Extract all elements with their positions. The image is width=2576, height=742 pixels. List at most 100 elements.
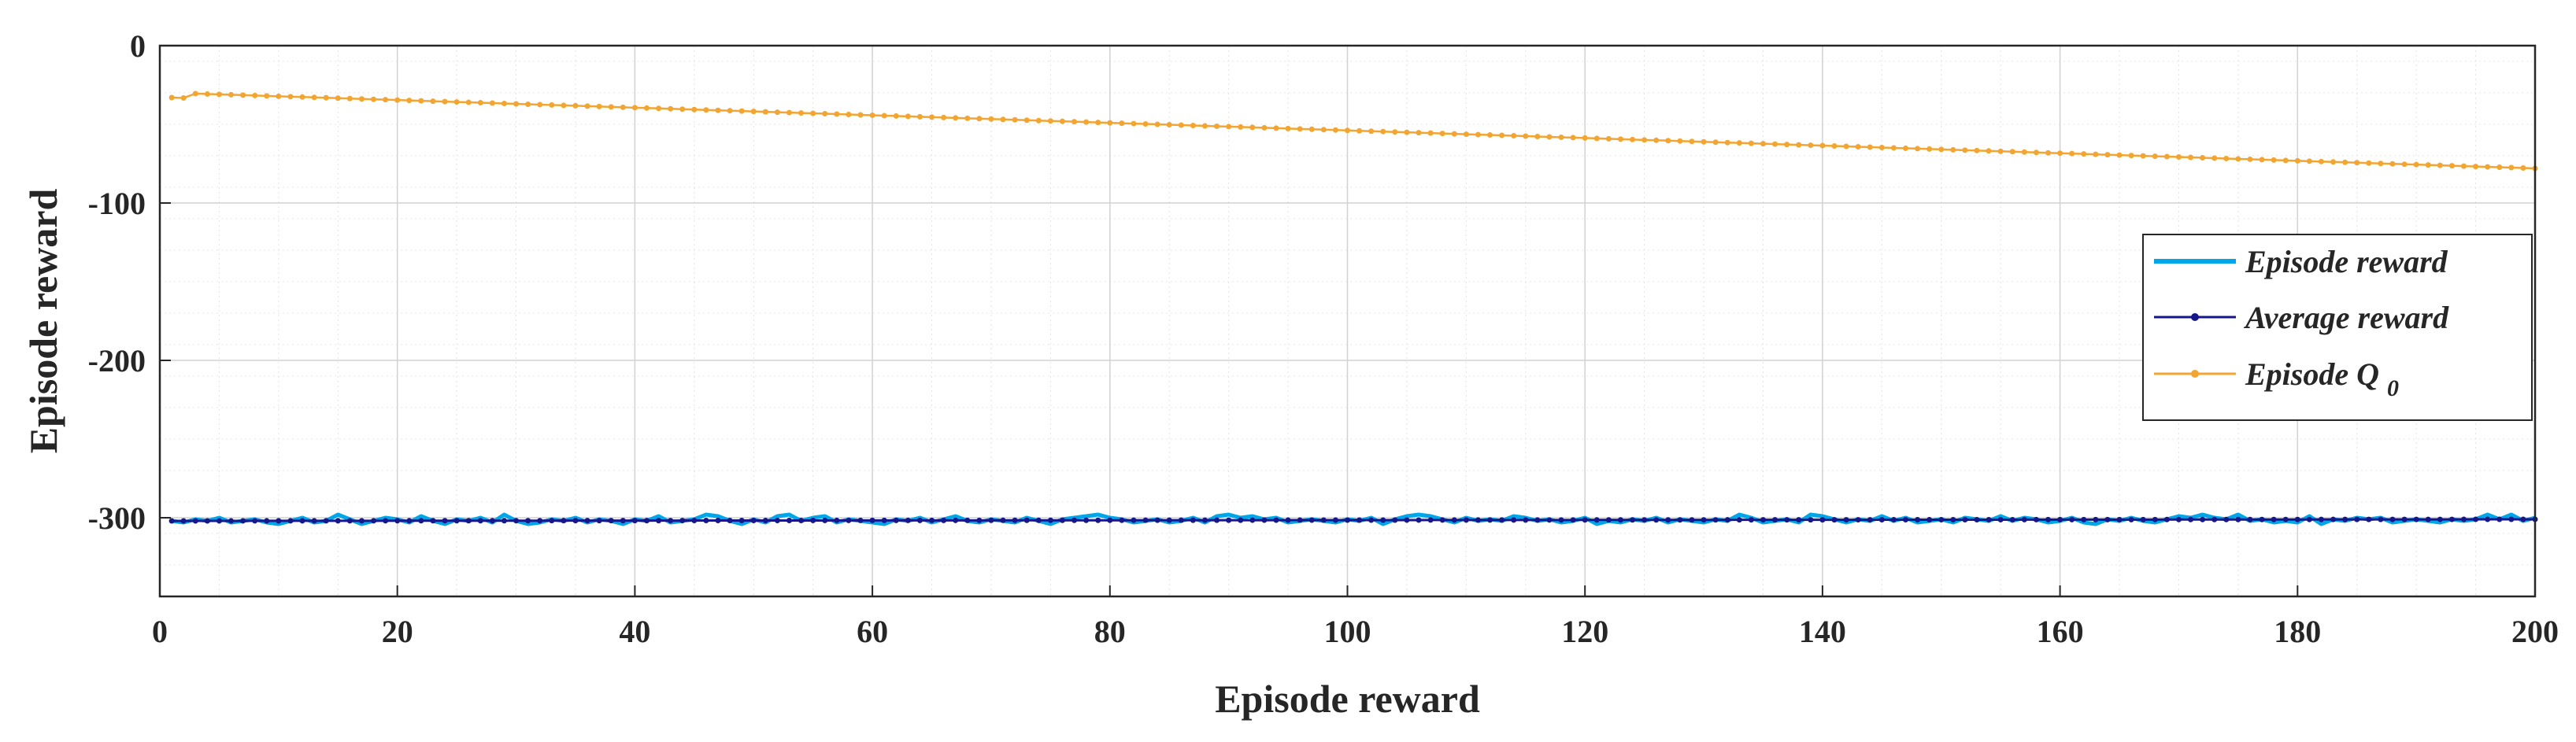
series-episode-q0-point xyxy=(1855,144,1861,150)
series-average-reward-point xyxy=(228,518,235,524)
series-episode-q0-point xyxy=(1131,120,1137,127)
series-episode-q0-point xyxy=(406,98,413,104)
series-episode-q0-point xyxy=(1605,135,1612,142)
series-average-reward-point xyxy=(964,517,971,523)
series-episode-q0-point xyxy=(311,94,317,101)
series-average-reward-point xyxy=(525,518,531,524)
series-episode-q0-point xyxy=(287,94,294,100)
series-average-reward-point xyxy=(916,517,923,523)
series-episode-q0-point xyxy=(1760,141,1766,147)
series-episode-q0-point xyxy=(596,103,602,109)
series-episode-q0-point xyxy=(2354,160,2360,166)
series-average-reward-point xyxy=(1320,517,1327,523)
series-average-reward-point xyxy=(810,517,816,523)
series-episode-q0-point xyxy=(2116,152,2123,158)
series-average-reward-point xyxy=(1368,517,1375,523)
x-tick-label: 140 xyxy=(1799,614,1846,649)
series-episode-q0-point xyxy=(834,111,840,117)
series-average-reward-point xyxy=(1974,516,1980,522)
series-average-reward-point xyxy=(631,518,638,524)
series-episode-q0-point xyxy=(2140,153,2146,159)
series-episode-q0-point xyxy=(750,109,757,115)
series-average-reward-point xyxy=(383,518,389,524)
series-average-reward-point xyxy=(1546,517,1553,523)
series-average-reward-point xyxy=(1593,517,1600,523)
series-average-reward-point xyxy=(1463,517,1469,523)
series-episode-q0-point xyxy=(1630,136,1636,142)
series-episode-q0-point xyxy=(1653,137,1660,143)
series-episode-q0-point xyxy=(1285,125,1291,131)
y-tick-label: -200 xyxy=(88,343,146,378)
series-average-reward-point xyxy=(513,518,520,524)
series-episode-q0-point xyxy=(1689,138,1695,145)
legend-label-episode-q0-subscript: 0 xyxy=(2387,375,2399,401)
series-episode-q0-point xyxy=(1748,140,1754,146)
x-tick-label: 160 xyxy=(2037,614,2084,649)
series-average-reward-point xyxy=(608,518,614,524)
series-average-reward-point xyxy=(643,518,650,524)
series-episode-q0-point xyxy=(1214,123,1220,129)
series-episode-q0-point xyxy=(1582,135,1588,141)
series-episode-q0-point xyxy=(228,91,235,98)
series-average-reward-point xyxy=(1059,517,1065,523)
series-episode-q0-point xyxy=(2235,156,2241,162)
x-tick-label: 120 xyxy=(1561,614,1608,649)
series-average-reward-point xyxy=(857,517,864,523)
series-average-reward-point xyxy=(1416,517,1422,523)
series-episode-q0-point xyxy=(1890,145,1897,151)
series-average-reward-point xyxy=(1653,517,1660,523)
series-average-reward-point xyxy=(1308,517,1315,523)
series-average-reward-point xyxy=(1748,517,1754,523)
series-average-reward-point xyxy=(668,518,674,524)
series-episode-q0-point xyxy=(1392,129,1398,135)
series-episode-q0-point xyxy=(1345,127,1350,134)
series-average-reward-point xyxy=(762,517,768,523)
series-average-reward-point xyxy=(869,517,875,523)
series-average-reward-point xyxy=(276,518,282,524)
series-episode-q0-point xyxy=(1142,121,1149,127)
series-average-reward-point xyxy=(1226,517,1232,523)
series-average-reward-point xyxy=(2045,516,2052,522)
series-episode-q0-point xyxy=(1974,147,1980,153)
series-episode-q0-point xyxy=(786,109,793,116)
series-average-reward-point xyxy=(1605,517,1612,523)
series-episode-q0-point xyxy=(394,97,401,103)
series-episode-q0-point xyxy=(643,105,650,111)
series-average-reward-point xyxy=(679,518,686,524)
series-episode-q0-point xyxy=(2282,157,2289,164)
series-episode-q0-point xyxy=(1047,118,1053,124)
series-episode-q0-point xyxy=(1878,144,1885,150)
series-average-reward-point xyxy=(252,518,258,524)
series-episode-q0-point xyxy=(1261,124,1268,131)
series-episode-q0-point xyxy=(2437,162,2443,168)
series-episode-q0-point xyxy=(2330,159,2337,165)
series-average-reward-point xyxy=(2401,516,2408,522)
series-episode-q0-point xyxy=(1641,137,1648,143)
series-episode-q0-point xyxy=(1772,141,1778,147)
series-average-reward-point xyxy=(2485,516,2491,522)
series-average-reward-point xyxy=(2081,516,2087,522)
series-average-reward-point xyxy=(2163,516,2170,522)
series-average-reward-point xyxy=(323,518,329,524)
series-average-reward-point xyxy=(822,517,828,523)
series-episode-q0-point xyxy=(1012,116,1018,123)
x-tick-label: 180 xyxy=(2274,614,2321,649)
series-average-reward-point xyxy=(846,517,852,523)
series-average-reward-point xyxy=(1523,517,1529,523)
series-episode-q0-point xyxy=(180,94,187,101)
series-episode-q0-point xyxy=(1701,138,1707,145)
y-tick-label: -100 xyxy=(88,186,146,221)
series-episode-q0-point xyxy=(2211,155,2218,161)
series-average-reward-point xyxy=(1950,516,1956,522)
series-episode-q0-point xyxy=(276,93,282,99)
series-average-reward-point xyxy=(1843,517,1849,523)
series-average-reward-point xyxy=(1201,517,1208,523)
series-average-reward-point xyxy=(1131,517,1137,523)
series-episode-q0-point xyxy=(1593,135,1600,142)
series-average-reward-point xyxy=(1261,517,1268,523)
series-episode-q0-point xyxy=(1107,120,1113,126)
series-average-reward-point xyxy=(2223,516,2230,522)
series-episode-q0-point xyxy=(525,101,531,107)
series-episode-q0-point xyxy=(1095,120,1101,126)
